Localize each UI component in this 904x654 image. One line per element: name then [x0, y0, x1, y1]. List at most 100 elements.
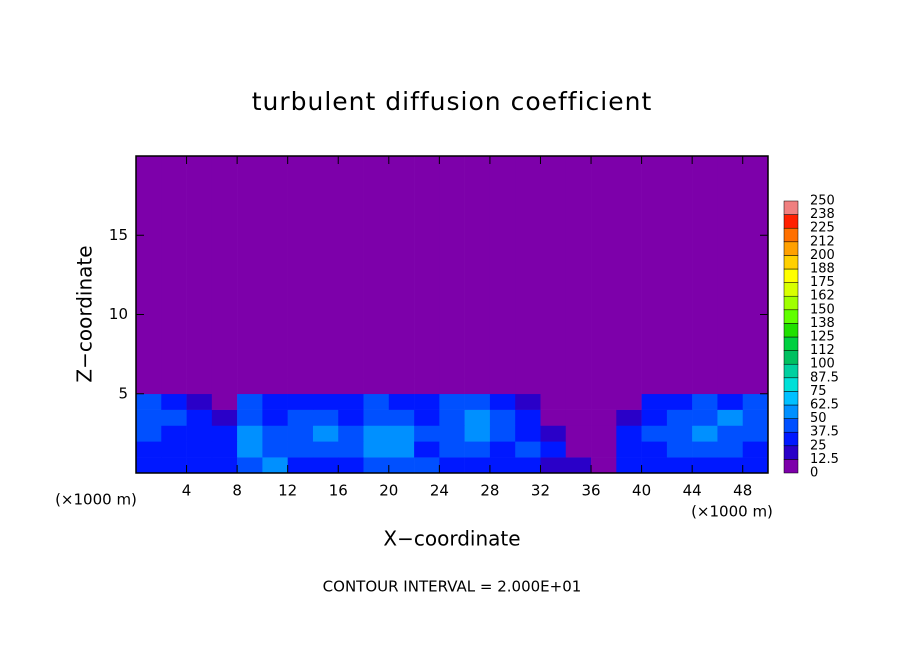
colorbar-label: 12.5 — [810, 452, 839, 467]
cell — [591, 409, 617, 426]
cell — [363, 457, 390, 474]
cell — [692, 377, 718, 395]
cell — [161, 156, 187, 379]
cell — [565, 441, 592, 458]
colorbar-label: 162 — [810, 289, 835, 304]
cell — [565, 393, 592, 410]
colorbar-swatch — [783, 363, 799, 379]
x-tick-label: 16 — [329, 482, 348, 500]
colorbar-label: 238 — [810, 207, 835, 222]
chart-title: turbulent diffusion coefficient — [252, 87, 653, 116]
cell — [742, 156, 769, 379]
cell — [186, 409, 213, 426]
cell — [388, 377, 415, 395]
colorbar-swatch — [783, 200, 799, 215]
cell — [363, 156, 390, 379]
cell — [439, 409, 465, 426]
cell — [312, 425, 339, 442]
cell — [616, 457, 642, 474]
cell — [540, 393, 567, 410]
colorbar-swatch — [783, 391, 799, 406]
cell — [161, 441, 187, 458]
colorbar-swatch — [783, 227, 799, 243]
cell — [565, 425, 592, 442]
cell — [388, 441, 415, 458]
cell — [489, 393, 516, 410]
cell — [287, 441, 314, 458]
cell — [211, 393, 238, 410]
cell — [565, 457, 592, 474]
cell — [136, 409, 162, 426]
cell — [136, 393, 162, 410]
cell — [312, 441, 339, 458]
cell — [692, 409, 718, 426]
cell — [464, 457, 491, 474]
cell — [591, 457, 617, 474]
colorbar-label: 150 — [810, 302, 835, 317]
cell — [161, 393, 187, 410]
cell — [338, 393, 364, 410]
cell — [742, 377, 769, 395]
cell — [540, 156, 567, 379]
cell — [616, 377, 642, 395]
cell — [186, 425, 213, 442]
colorbar-label: 188 — [810, 262, 835, 277]
colorbar-label: 87.5 — [810, 370, 839, 385]
cell — [515, 377, 541, 395]
cell — [666, 156, 693, 379]
x-tick-label: 8 — [232, 482, 242, 500]
cell — [186, 377, 213, 395]
colorbar-label: 250 — [810, 194, 835, 209]
cell — [641, 409, 668, 426]
colorbar-label: 62.5 — [810, 398, 839, 413]
cell — [616, 425, 642, 442]
cell — [338, 425, 364, 442]
cell — [363, 425, 390, 442]
cell — [237, 441, 263, 458]
cell — [186, 457, 213, 474]
x-tick-label: 44 — [683, 482, 702, 500]
cell — [161, 457, 187, 474]
colorbar-label: 225 — [810, 221, 835, 236]
cell — [540, 441, 567, 458]
cell — [287, 425, 314, 442]
cell — [616, 393, 642, 410]
cell — [287, 156, 314, 379]
cell — [717, 377, 744, 395]
x-tick-label: 24 — [430, 482, 449, 500]
colorbar-label: 25 — [810, 438, 827, 453]
x-tick-label: 48 — [733, 482, 752, 500]
cell — [616, 441, 642, 458]
cell — [211, 441, 238, 458]
cell — [211, 409, 238, 426]
cell — [641, 393, 668, 410]
cell — [312, 156, 339, 379]
cell — [692, 457, 718, 474]
cell — [262, 425, 288, 442]
x-tick-label: 20 — [379, 482, 398, 500]
x-unit: (×1000 m) — [691, 503, 773, 521]
colorbar-swatch — [783, 404, 799, 419]
colorbar-label: 0 — [810, 466, 818, 481]
cell — [136, 377, 162, 395]
cell — [591, 156, 617, 379]
cell — [414, 377, 440, 395]
cell — [641, 425, 668, 442]
colorbar-label: 175 — [810, 275, 835, 290]
cell — [338, 409, 364, 426]
cell — [287, 393, 314, 410]
cell — [464, 441, 491, 458]
cell — [489, 377, 516, 395]
cell — [540, 377, 567, 395]
cell — [464, 377, 491, 395]
colorbar-label: 212 — [810, 234, 835, 249]
colorbar-swatch — [783, 418, 799, 433]
cell — [692, 441, 718, 458]
cell — [363, 377, 390, 395]
cell — [439, 156, 465, 379]
y-tick-label: 10 — [109, 305, 128, 323]
cell — [540, 409, 567, 426]
cell — [464, 156, 491, 379]
cell — [565, 409, 592, 426]
